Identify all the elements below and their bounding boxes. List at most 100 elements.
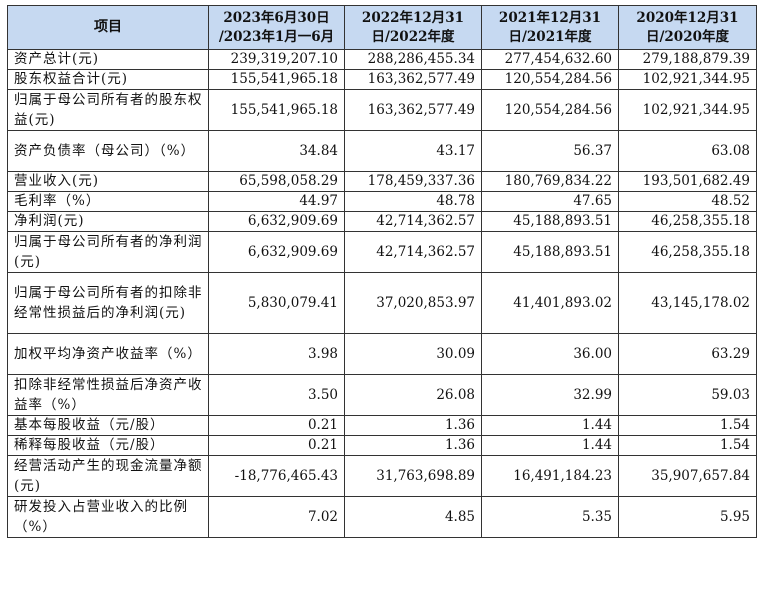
table-cell: 4.85: [344, 496, 482, 538]
table-row: 归属于母公司所有者的扣除非经常性损益后的净利润(元) 5,830,079.41 …: [7, 272, 757, 334]
table-cell: 120,554,284.56: [481, 69, 619, 90]
table-cell: 37,020,853.97: [344, 272, 482, 334]
column-header-2021: 2021年12月31 日/2021年度: [481, 5, 619, 50]
table-row: 研发投入占营业收入的比例（%） 7.02 4.85 5.35 5.95: [7, 496, 757, 538]
table-cell: 42,714,362.57: [344, 211, 482, 232]
header-line: 日/2021年度: [508, 28, 592, 45]
table-cell: 102,921,344.95: [618, 89, 757, 131]
header-line: 2023年6月30日: [223, 9, 330, 26]
column-header-item: 项目: [7, 5, 209, 50]
table-cell: 41,401,893.02: [481, 272, 619, 334]
table-cell: 178,459,337.36: [344, 171, 482, 192]
table-cell: 180,769,834.22: [481, 171, 619, 192]
table-cell: 48.52: [618, 191, 757, 212]
table-cell: 3.98: [208, 333, 345, 375]
row-label: 营业收入(元): [7, 171, 209, 192]
row-label: 归属于母公司所有者的净利润(元): [7, 231, 209, 273]
table-row: 归属于母公司所有者的净利润(元) 6,632,909.69 42,714,362…: [7, 231, 757, 273]
table-cell: 46,258,355.18: [618, 211, 757, 232]
table-row: 归属于母公司所有者的股东权益(元) 155,541,965.18 163,362…: [7, 89, 757, 131]
table-cell: 47.65: [481, 191, 619, 212]
row-label: 基本每股收益（元/股）: [7, 415, 209, 436]
row-label: 归属于母公司所有者的股东权益(元): [7, 89, 209, 131]
column-header-2022: 2022年12月31 日/2022年度: [344, 5, 482, 50]
table-row: 股东权益合计(元) 155,541,965.18 163,362,577.49 …: [7, 69, 757, 90]
table-cell: 36.00: [481, 333, 619, 375]
table-cell: 34.84: [208, 130, 345, 172]
table-cell: 5,830,079.41: [208, 272, 345, 334]
table-cell: 1.54: [618, 435, 757, 456]
row-label: 毛利率（%）: [7, 191, 209, 212]
table-row: 净利润(元) 6,632,909.69 42,714,362.57 45,188…: [7, 211, 757, 232]
table-row: 毛利率（%） 44.97 48.78 47.65 48.52: [7, 191, 757, 212]
table-cell: 30.09: [344, 333, 482, 375]
row-label: 扣除非经常性损益后净资产收益率（%）: [7, 374, 209, 416]
table-cell: 3.50: [208, 374, 345, 416]
table-cell: 63.08: [618, 130, 757, 172]
table-header-row: 项目 2023年6月30日 /2023年1月一6月 2022年12月31 日/2…: [7, 5, 757, 50]
table-cell: 155,541,965.18: [208, 89, 345, 131]
table-cell: 43.17: [344, 130, 482, 172]
table-cell: 288,286,455.34: [344, 49, 482, 70]
table-cell: 48.78: [344, 191, 482, 212]
table-row: 基本每股收益（元/股） 0.21 1.36 1.44 1.54: [7, 415, 757, 436]
table-cell: 32.99: [481, 374, 619, 416]
table-cell: 56.37: [481, 130, 619, 172]
table-cell: 155,541,965.18: [208, 69, 345, 90]
table-row: 营业收入(元) 65,598,058.29 178,459,337.36 180…: [7, 171, 757, 192]
table-cell: 45,188,893.51: [481, 211, 619, 232]
table-cell: 42,714,362.57: [344, 231, 482, 273]
table-cell: 31,763,698.89: [344, 455, 482, 497]
table-cell: 163,362,577.49: [344, 69, 482, 90]
table-cell: 277,454,632.60: [481, 49, 619, 70]
column-header-2023: 2023年6月30日 /2023年1月一6月: [208, 5, 345, 50]
header-line: 日/2022年度: [371, 28, 455, 45]
financial-table-container: 项目 2023年6月30日 /2023年1月一6月 2022年12月31 日/2…: [7, 5, 757, 538]
table-cell: 0.21: [208, 415, 345, 436]
row-label: 资产负债率（母公司）（%）: [7, 130, 209, 172]
row-label: 经营活动产生的现金流量净额(元): [7, 455, 209, 497]
header-line: /2023年1月一6月: [218, 28, 335, 45]
row-label: 加权平均净资产收益率（%）: [7, 333, 209, 375]
table-cell: 45,188,893.51: [481, 231, 619, 273]
table-cell: 16,491,184.23: [481, 455, 619, 497]
header-line: 2022年12月31: [361, 9, 465, 26]
header-line: 日/2020年度: [645, 28, 729, 45]
table-cell: 102,921,344.95: [618, 69, 757, 90]
table-cell: 1.44: [481, 435, 619, 456]
row-label: 净利润(元): [7, 211, 209, 232]
table-cell: 46,258,355.18: [618, 231, 757, 273]
table-cell: 6,632,909.69: [208, 231, 345, 273]
table-cell: 0.21: [208, 435, 345, 456]
row-label: 资产总计(元): [7, 49, 209, 70]
table-cell: 65,598,058.29: [208, 171, 345, 192]
header-line: 2020年12月31: [636, 9, 739, 26]
table-cell: 35,907,657.84: [618, 455, 757, 497]
table-cell: 26.08: [344, 374, 482, 416]
table-cell: 1.54: [618, 415, 757, 436]
row-label: 股东权益合计(元): [7, 69, 209, 90]
table-row: 稀释每股收益（元/股） 0.21 1.36 1.44 1.54: [7, 435, 757, 456]
row-label: 归属于母公司所有者的扣除非经常性损益后的净利润(元): [7, 272, 209, 334]
table-row: 加权平均净资产收益率（%） 3.98 30.09 36.00 63.29: [7, 333, 757, 375]
table-cell: 120,554,284.56: [481, 89, 619, 131]
table-cell: 163,362,577.49: [344, 89, 482, 131]
table-cell: 59.03: [618, 374, 757, 416]
table-row: 经营活动产生的现金流量净额(元) -18,776,465.43 31,763,6…: [7, 455, 757, 497]
table-row: 资产负债率（母公司）（%） 34.84 43.17 56.37 63.08: [7, 130, 757, 172]
table-cell: 6,632,909.69: [208, 211, 345, 232]
table-cell: 5.95: [618, 496, 757, 538]
table-cell: 5.35: [481, 496, 619, 538]
table-cell: 1.36: [344, 435, 482, 456]
table-cell: -18,776,465.43: [208, 455, 345, 497]
table-row: 扣除非经常性损益后净资产收益率（%） 3.50 26.08 32.99 59.0…: [7, 374, 757, 416]
table-cell: 44.97: [208, 191, 345, 212]
header-text: 项目: [94, 19, 122, 35]
header-line: 2021年12月31: [498, 9, 602, 26]
financial-indicators-table: 项目 2023年6月30日 /2023年1月一6月 2022年12月31 日/2…: [7, 5, 757, 538]
table-cell: 1.36: [344, 415, 482, 436]
table-cell: 63.29: [618, 333, 757, 375]
row-label: 研发投入占营业收入的比例（%）: [7, 496, 209, 538]
column-header-2020: 2020年12月31 日/2020年度: [618, 5, 757, 50]
table-cell: 239,319,207.10: [208, 49, 345, 70]
